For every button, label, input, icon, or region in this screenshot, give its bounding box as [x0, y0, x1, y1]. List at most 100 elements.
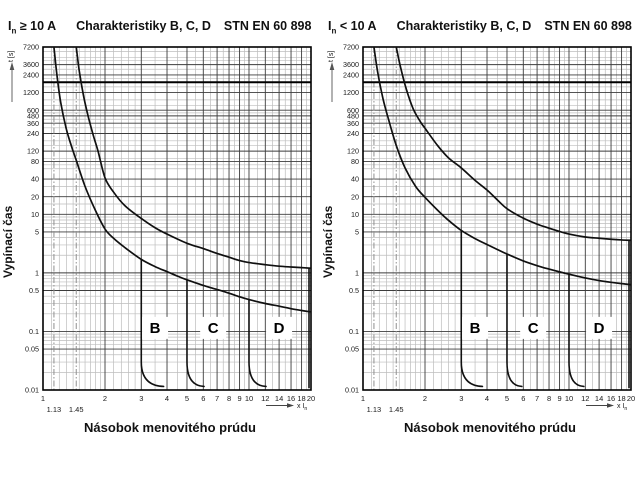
svg-text:1200: 1200 — [23, 88, 39, 97]
svg-text:0.1: 0.1 — [349, 327, 359, 336]
svg-text:16: 16 — [287, 394, 295, 403]
svg-text:0.5: 0.5 — [349, 286, 359, 295]
characteristics-name: Charakteristiky B, C, D — [396, 19, 532, 33]
svg-text:20: 20 — [627, 394, 635, 403]
region-label-D: D — [586, 316, 613, 339]
svg-text:20: 20 — [307, 394, 315, 403]
rated-current-subscript: n — [11, 26, 17, 36]
svg-text:7: 7 — [215, 394, 219, 403]
svg-text:360: 360 — [347, 119, 359, 128]
svg-text:12: 12 — [261, 394, 269, 403]
plot-frame — [362, 46, 632, 391]
plot-frame — [42, 46, 312, 391]
svg-text:1.45: 1.45 — [389, 405, 404, 414]
svg-text:2400: 2400 — [23, 71, 39, 80]
curve-upper-limit — [395, 47, 631, 242]
svg-text:9: 9 — [237, 394, 241, 403]
svg-text:1.13: 1.13 — [47, 405, 62, 414]
x-axis-unit-arrow: x In — [586, 403, 627, 412]
rated-current-condition: ≥ 10 A — [16, 19, 57, 33]
trip-line-C-instantaneous — [186, 279, 205, 388]
svg-text:7200: 7200 — [343, 43, 359, 52]
chart-in-lt-10a: In < 10 A Charakteristiky B, C, D STN EN 6… — [320, 0, 640, 480]
svg-text:3: 3 — [139, 394, 143, 403]
svg-text:0.5: 0.5 — [29, 286, 39, 295]
svg-text:0.05: 0.05 — [25, 345, 39, 354]
svg-text:B: B — [150, 320, 161, 337]
svg-text:5: 5 — [355, 228, 359, 237]
svg-text:1200: 1200 — [343, 88, 359, 97]
svg-text:1.45: 1.45 — [69, 405, 84, 414]
svg-text:8: 8 — [227, 394, 231, 403]
svg-text:2: 2 — [103, 394, 107, 403]
rated-current-subscript: n — [331, 26, 337, 36]
y-axis-unit-arrow: t [s] — [328, 51, 335, 102]
svg-text:5: 5 — [505, 394, 509, 403]
region-label-D: D — [266, 316, 293, 339]
svg-text:C: C — [208, 320, 219, 337]
svg-text:20: 20 — [31, 192, 39, 201]
svg-text:14: 14 — [595, 394, 603, 403]
svg-text:120: 120 — [347, 147, 359, 156]
grid-major — [43, 46, 312, 391]
standard-name: STN EN 60 898 — [544, 19, 632, 33]
chart-in-ge-10a: In ≥ 10 A Charakteristiky B, C, D STN EN 6… — [1, 19, 315, 435]
plot-area: B C D7200360024001200600480360240120804020… — [8, 43, 315, 414]
curve-upper-limit — [75, 47, 311, 270]
svg-text:1: 1 — [41, 394, 45, 403]
curve-lower-limit — [53, 47, 311, 313]
svg-text:7200: 7200 — [23, 43, 39, 52]
svg-text:D: D — [274, 320, 285, 337]
svg-text:5: 5 — [35, 228, 39, 237]
svg-text:8: 8 — [547, 394, 551, 403]
svg-text:6: 6 — [521, 394, 525, 403]
svg-text:10: 10 — [565, 394, 573, 403]
trip-line-D-instantaneous — [568, 273, 585, 388]
svg-text:240: 240 — [27, 129, 39, 138]
svg-text:10: 10 — [31, 210, 39, 219]
svg-text:1.13: 1.13 — [367, 405, 382, 414]
rated-current-symbol: I — [328, 19, 332, 33]
svg-text:x In: x In — [297, 403, 307, 412]
svg-text:1: 1 — [361, 394, 365, 403]
x-axis-unit-arrow: x In — [266, 403, 307, 412]
svg-text:0.1: 0.1 — [29, 327, 39, 336]
trip-line-B-instantaneous — [460, 229, 484, 388]
svg-text:360: 360 — [27, 119, 39, 128]
svg-text:40: 40 — [351, 175, 359, 184]
chart-title: In ≥ 10 A Charakteristiky B, C, D STN EN 6… — [8, 19, 311, 36]
x-tick-labels: 1 2 3 4 5 6 7 8 9 10 12 14 16 18 201.13 1.45 — [41, 394, 315, 414]
x-axis-title: Násobok menovitého prúdu — [84, 420, 256, 435]
region-label-C: C — [520, 316, 547, 339]
svg-text:6: 6 — [201, 394, 205, 403]
svg-text:80: 80 — [351, 157, 359, 166]
trip-line-C-instantaneous — [506, 253, 523, 388]
rated-current-symbol: I — [8, 19, 12, 33]
svg-text:18: 18 — [617, 394, 625, 403]
svg-text:40: 40 — [31, 175, 39, 184]
svg-text:600: 600 — [347, 106, 359, 115]
region-label-C: C — [200, 316, 227, 339]
x-axis-title: Násobok menovitého prúdu — [404, 420, 576, 435]
svg-text:0.01: 0.01 — [25, 386, 39, 395]
svg-text:14: 14 — [275, 394, 283, 403]
x-tick-labels: 1 2 3 4 5 6 7 8 9 10 12 14 16 18 201.13 1.45 — [361, 394, 635, 414]
region-label-B: B — [142, 316, 169, 339]
svg-text:x In: x In — [617, 403, 627, 412]
svg-text:10: 10 — [245, 394, 253, 403]
svg-text:18: 18 — [297, 394, 305, 403]
standard-name: STN EN 60 898 — [223, 19, 312, 33]
svg-text:480: 480 — [347, 111, 359, 120]
trip-line-B-instantaneous — [140, 258, 165, 388]
svg-text:2: 2 — [423, 394, 427, 403]
chart-title: In < 10 A Charakteristiky B, C, D STN EN 6… — [328, 19, 632, 36]
svg-text:4: 4 — [485, 394, 489, 403]
svg-text:4: 4 — [165, 394, 169, 403]
curve-lower-limit — [373, 47, 631, 286]
svg-text:10: 10 — [351, 210, 359, 219]
svg-text:80: 80 — [31, 157, 39, 166]
trip-line-D-instantaneous — [248, 298, 267, 388]
